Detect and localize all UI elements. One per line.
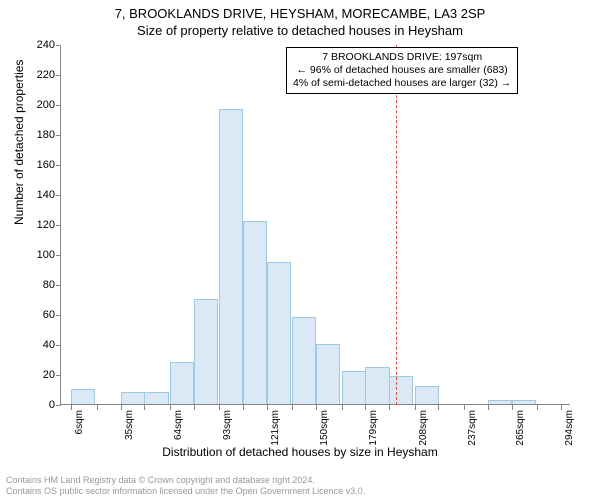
- y-tick-mark: [56, 225, 61, 226]
- x-tick-mark: [267, 405, 268, 410]
- y-tick-label: 240: [21, 39, 55, 51]
- histogram-bar: [71, 389, 95, 404]
- x-tick-label: 237sqm: [467, 410, 478, 446]
- x-tick-mark: [121, 405, 122, 410]
- x-tick-label: 265sqm: [515, 410, 526, 446]
- x-tick-label: 179sqm: [368, 410, 379, 446]
- histogram-bar: [292, 317, 316, 404]
- info-line1: 7 BROOKLANDS DRIVE: 197sqm: [293, 51, 511, 64]
- x-tick-mark: [537, 405, 538, 410]
- x-tick-mark: [365, 405, 366, 410]
- x-tick-label: 208sqm: [418, 410, 429, 446]
- y-tick-label: 160: [21, 159, 55, 171]
- x-tick-mark: [415, 405, 416, 410]
- y-tick-mark: [56, 285, 61, 286]
- footer-line1: Contains HM Land Registry data © Crown c…: [6, 475, 365, 486]
- y-tick-label: 80: [21, 279, 55, 291]
- histogram-bar: [144, 392, 168, 404]
- y-tick-mark: [56, 135, 61, 136]
- y-tick-mark: [56, 405, 61, 406]
- info-line3: 4% of semi-detached houses are larger (3…: [293, 77, 511, 90]
- reference-line: [396, 45, 397, 405]
- histogram-bar: [389, 376, 413, 405]
- x-tick-mark: [194, 405, 195, 410]
- x-tick-mark: [144, 405, 145, 410]
- x-tick-mark: [219, 405, 220, 410]
- y-tick-label: 0: [21, 399, 55, 411]
- x-tick-label: 294sqm: [564, 410, 575, 446]
- y-tick-mark: [56, 375, 61, 376]
- histogram-chart: 0204060801001201401601802002202406sqm35s…: [60, 45, 570, 405]
- y-tick-mark: [56, 345, 61, 346]
- info-box: 7 BROOKLANDS DRIVE: 197sqm← 96% of detac…: [286, 47, 518, 94]
- y-tick-mark: [56, 315, 61, 316]
- x-tick-mark: [243, 405, 244, 410]
- plot-area: 0204060801001201401601802002202406sqm35s…: [60, 45, 570, 405]
- y-tick-mark: [56, 75, 61, 76]
- x-tick-label: 35sqm: [124, 410, 135, 440]
- x-tick-label: 6sqm: [74, 410, 85, 434]
- x-tick-mark: [342, 405, 343, 410]
- y-tick-label: 100: [21, 249, 55, 261]
- x-tick-mark: [97, 405, 98, 410]
- footer-line2: Contains OS public sector information li…: [6, 486, 365, 497]
- x-tick-mark: [464, 405, 465, 410]
- y-tick-mark: [56, 165, 61, 166]
- histogram-bar: [316, 344, 340, 404]
- x-axis-label: Distribution of detached houses by size …: [0, 445, 600, 459]
- info-line2: ← 96% of detached houses are smaller (68…: [293, 64, 511, 77]
- histogram-bar: [415, 386, 439, 404]
- x-tick-mark: [71, 405, 72, 410]
- y-tick-mark: [56, 195, 61, 196]
- histogram-bar: [194, 299, 218, 404]
- histogram-bar: [512, 400, 536, 405]
- y-tick-label: 40: [21, 339, 55, 351]
- histogram-bar: [243, 221, 267, 404]
- histogram-bar: [170, 362, 194, 404]
- histogram-bar: [121, 392, 145, 404]
- x-tick-mark: [389, 405, 390, 410]
- histogram-bar: [488, 400, 512, 405]
- x-tick-mark: [316, 405, 317, 410]
- x-tick-mark: [561, 405, 562, 410]
- y-tick-mark: [56, 105, 61, 106]
- y-tick-label: 200: [21, 99, 55, 111]
- histogram-bar: [365, 367, 389, 405]
- y-tick-label: 20: [21, 369, 55, 381]
- x-tick-mark: [438, 405, 439, 410]
- x-tick-label: 93sqm: [222, 410, 233, 440]
- y-tick-label: 180: [21, 129, 55, 141]
- y-tick-label: 60: [21, 309, 55, 321]
- y-tick-label: 140: [21, 189, 55, 201]
- x-tick-label: 64sqm: [173, 410, 184, 440]
- x-tick-mark: [512, 405, 513, 410]
- page-subtitle: Size of property relative to detached ho…: [0, 21, 600, 42]
- page-title: 7, BROOKLANDS DRIVE, HEYSHAM, MORECAMBE,…: [0, 0, 600, 21]
- histogram-bar: [219, 109, 243, 405]
- x-tick-mark: [170, 405, 171, 410]
- y-tick-label: 120: [21, 219, 55, 231]
- x-tick-mark: [488, 405, 489, 410]
- histogram-bar: [342, 371, 366, 404]
- x-tick-mark: [292, 405, 293, 410]
- x-tick-label: 150sqm: [319, 410, 330, 446]
- y-tick-mark: [56, 45, 61, 46]
- histogram-bar: [267, 262, 291, 405]
- footer-attribution: Contains HM Land Registry data © Crown c…: [6, 475, 365, 497]
- y-tick-mark: [56, 255, 61, 256]
- y-tick-label: 220: [21, 69, 55, 81]
- x-tick-label: 121sqm: [270, 410, 281, 446]
